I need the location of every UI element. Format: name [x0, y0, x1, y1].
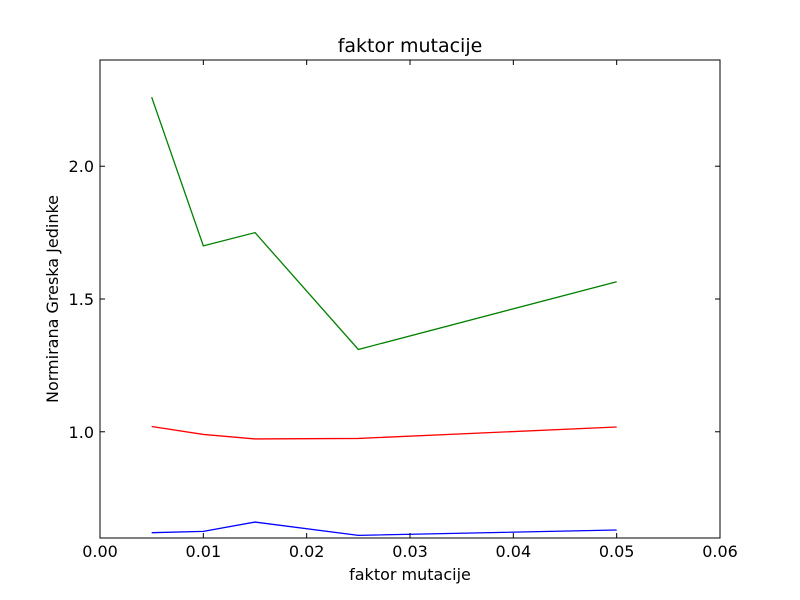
series-line-2 — [151, 521, 617, 536]
y-axis-title: Normirana Greska Jedinke — [43, 195, 62, 403]
x-tick-label: 0.02 — [289, 542, 325, 561]
x-tick-label: 0.05 — [599, 542, 635, 561]
x-axis-title: faktor mutacije — [349, 565, 471, 584]
x-tick-label: 0.03 — [392, 542, 428, 561]
x-tick-label: 0.04 — [496, 542, 532, 561]
series-layer — [151, 96, 617, 536]
x-ticks: 0.00 0.01 0.02 0.03 0.04 0.05 0.06 — [82, 60, 738, 561]
x-tick-label: 0.01 — [186, 542, 222, 561]
y-tick-label: 1.5 — [69, 290, 94, 309]
y-tick-label: 2.0 — [69, 157, 94, 176]
plot-area — [100, 60, 720, 538]
chart-title: faktor mutacije — [338, 35, 483, 57]
series-line-0 — [151, 96, 617, 351]
y-tick-label: 1.0 — [69, 423, 94, 442]
x-tick-label: 0.00 — [82, 542, 118, 561]
x-tick-label: 0.06 — [702, 542, 738, 561]
series-line-1 — [151, 425, 617, 440]
y-ticks: 1.0 1.5 2.0 — [69, 157, 720, 442]
